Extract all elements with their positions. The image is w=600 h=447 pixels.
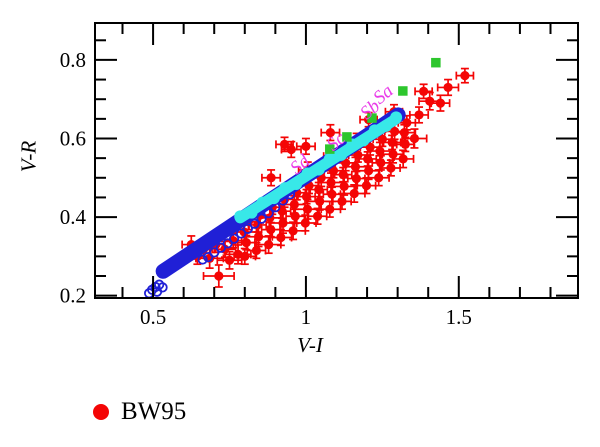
data-point-red xyxy=(286,144,296,155)
x-tick-label: 0.5 xyxy=(140,305,166,329)
y-tick-label: 0.2 xyxy=(60,284,86,308)
data-point-red xyxy=(289,199,299,210)
data-point-cyan xyxy=(301,167,314,180)
data-point-red xyxy=(266,173,276,183)
data-point-open-circle xyxy=(249,218,260,229)
data-point-red xyxy=(414,110,424,120)
series-cyan-track xyxy=(234,111,403,224)
data-point-red xyxy=(363,154,373,164)
data-point-cyan xyxy=(390,111,403,124)
error-bars xyxy=(320,123,341,142)
data-point-red xyxy=(264,239,274,250)
data-point-red xyxy=(351,173,361,184)
data-point-red xyxy=(288,226,298,236)
y-tick-label: 0.6 xyxy=(60,127,86,151)
data-point-open-circle xyxy=(209,247,220,258)
data-point-red xyxy=(276,232,286,243)
data-point-red xyxy=(353,150,363,160)
data-point-cyan xyxy=(335,148,348,161)
data-point-cyan xyxy=(279,182,292,195)
ticks xyxy=(95,23,578,298)
data-point-red xyxy=(409,133,420,144)
data-point-open-circle xyxy=(228,233,240,244)
y-tick-label: 0.8 xyxy=(60,48,86,72)
data-point-red xyxy=(435,98,446,108)
data-point-red xyxy=(241,238,251,248)
series-green-squares xyxy=(325,57,441,154)
data-point-red xyxy=(325,128,335,138)
x-tick-label: 1 xyxy=(301,305,312,329)
data-point-green-square xyxy=(342,132,352,142)
data-point-cyan xyxy=(312,163,325,176)
data-point-red xyxy=(301,141,311,151)
y-axis-title: V-R xyxy=(16,140,41,173)
data-point-cyan xyxy=(256,196,269,209)
data-point-cyan xyxy=(290,178,303,190)
data-point-cyan xyxy=(245,206,258,219)
data-point-red xyxy=(339,181,349,192)
data-point-open-circle xyxy=(236,228,247,239)
data-point-red xyxy=(388,149,398,159)
data-point-red xyxy=(325,204,335,214)
data-point-open-circle xyxy=(197,254,208,265)
data-point-cyan xyxy=(267,192,280,205)
data-point-red xyxy=(224,255,235,265)
y-tick-label: 0.4 xyxy=(60,205,87,229)
data-point-red xyxy=(214,271,224,281)
data-point-red xyxy=(312,211,323,221)
legend-red-circle-icon xyxy=(93,403,109,420)
data-point-red xyxy=(425,96,435,106)
data-point-red xyxy=(278,218,288,228)
data-point-red xyxy=(460,71,470,81)
data-point-cyan xyxy=(380,119,393,132)
data-point-red xyxy=(253,232,264,242)
data-point-green-square xyxy=(431,57,441,68)
data-point-open-circle xyxy=(256,213,267,224)
data-point-open-circle xyxy=(242,223,253,234)
data-point-red xyxy=(315,196,325,206)
data-point-cyan xyxy=(357,134,370,147)
data-point-red xyxy=(398,154,408,164)
data-point-cyan xyxy=(368,124,381,137)
data-point-red xyxy=(389,126,400,137)
data-point-green-square xyxy=(325,144,335,154)
data-point-red xyxy=(349,188,359,199)
error-bars xyxy=(436,78,460,97)
data-point-red xyxy=(337,196,347,206)
data-point-red xyxy=(402,118,412,128)
data-point-red xyxy=(302,204,313,214)
data-point-red xyxy=(386,163,396,173)
series-BW95 xyxy=(181,67,475,288)
x-tick-label: 1.5 xyxy=(446,305,472,329)
data-point-red xyxy=(300,218,310,228)
data-point-open-circle xyxy=(263,208,274,219)
data-point-cyan xyxy=(323,153,336,165)
data-point-open-circle xyxy=(222,238,233,249)
data-point-red xyxy=(327,189,337,199)
data-point-red xyxy=(443,82,453,93)
legend: BW95 xyxy=(93,399,186,424)
data-point-red xyxy=(361,181,372,191)
data-point-red xyxy=(419,86,429,96)
data-point-green-square xyxy=(398,86,408,96)
data-point-red xyxy=(251,245,262,256)
data-point-red xyxy=(363,166,374,176)
legend-label: BW95 xyxy=(121,398,187,425)
x-axis-title: V-I xyxy=(297,333,323,357)
data-point-cyan xyxy=(234,210,247,223)
data-point-red xyxy=(374,173,384,183)
data-point-red xyxy=(338,170,348,180)
data-point-green-square xyxy=(367,113,377,123)
